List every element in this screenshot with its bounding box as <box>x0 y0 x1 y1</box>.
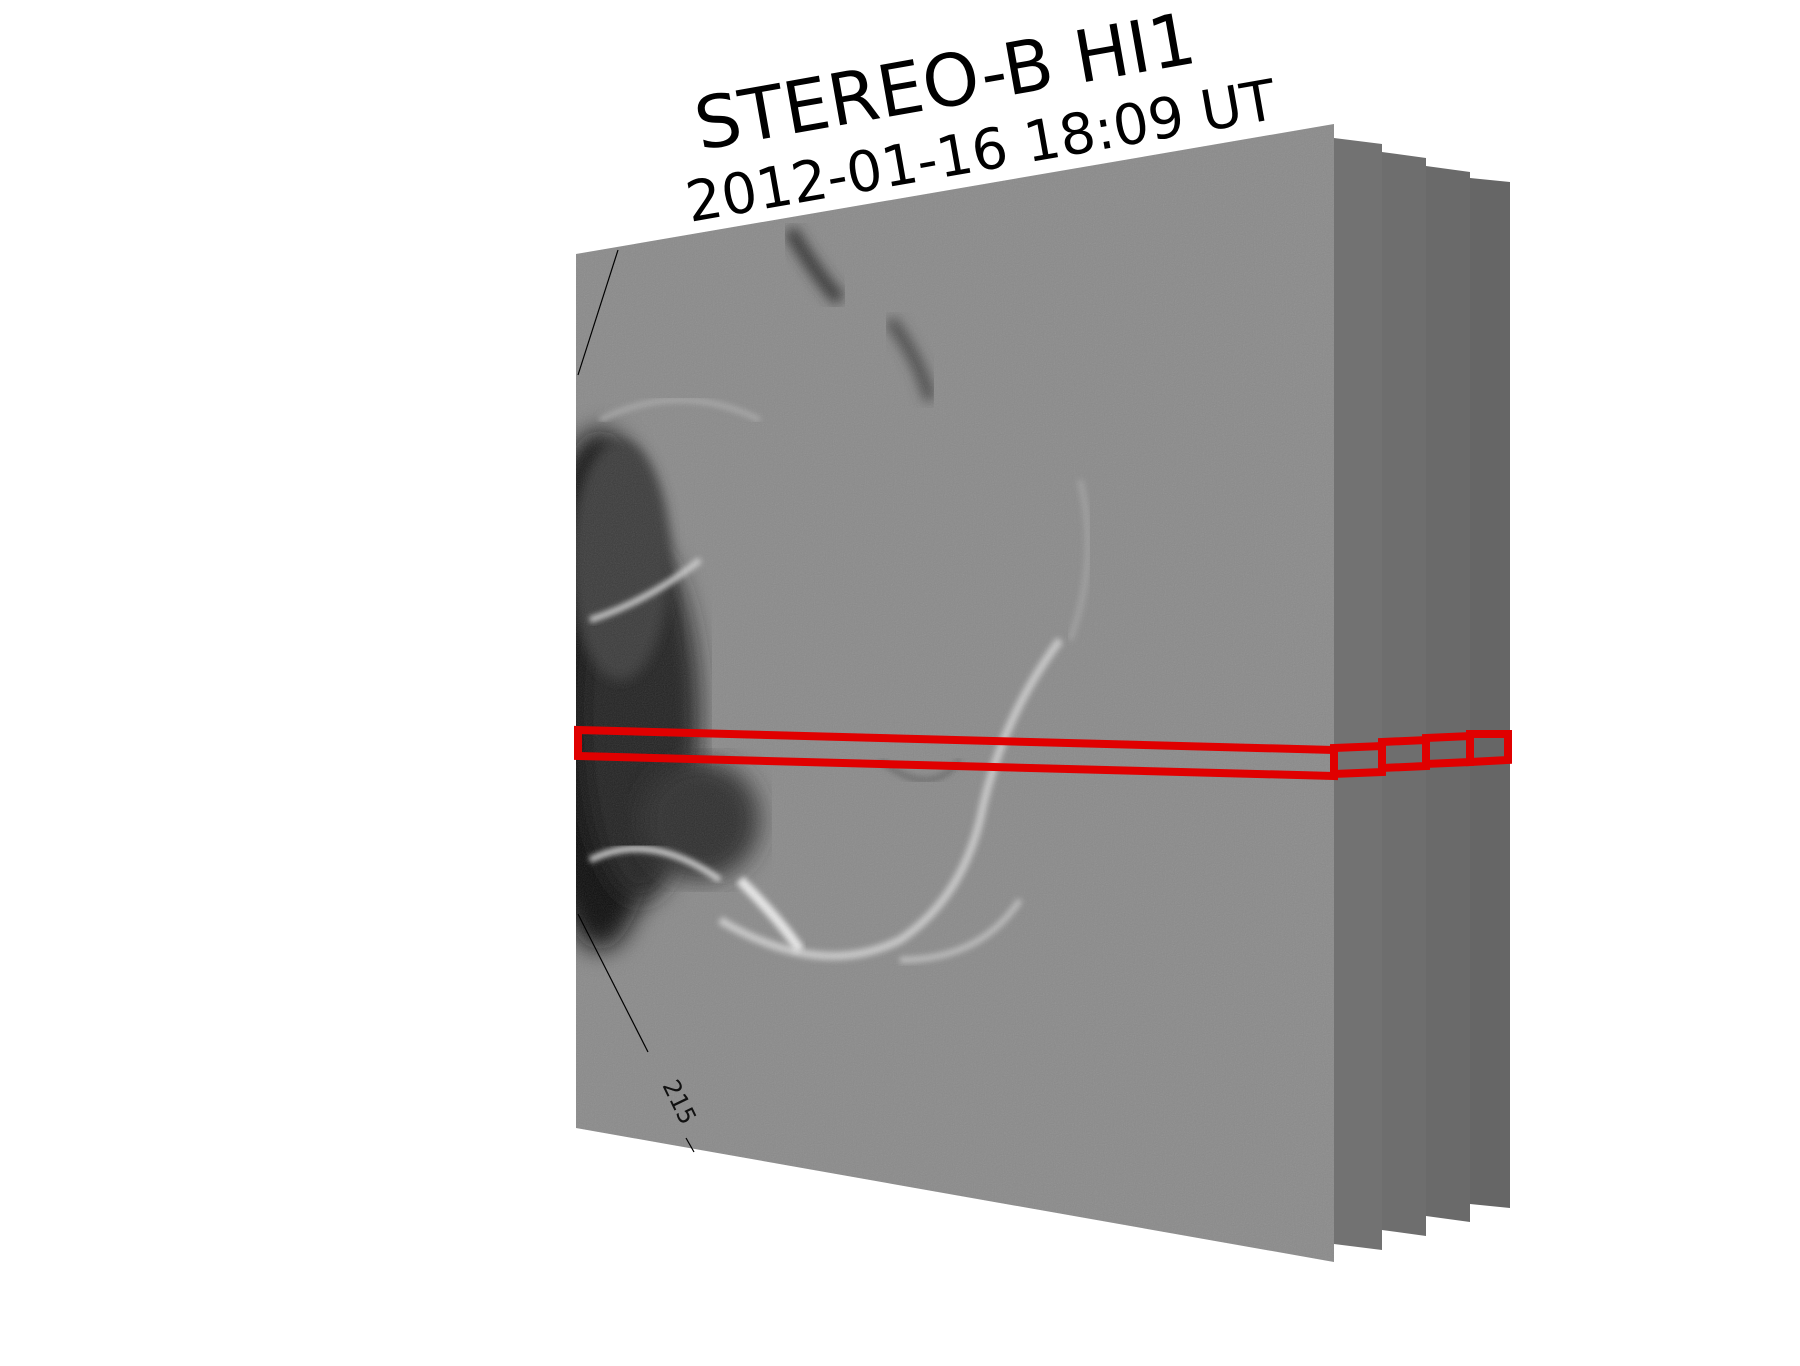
front-frame-image <box>576 124 1334 1262</box>
stack-frame-1 <box>1334 138 1382 1250</box>
slit-boxes <box>574 725 1512 781</box>
stack-frame-3 <box>1426 166 1470 1222</box>
stack-frame-2 <box>1382 152 1426 1236</box>
slit-box-4 <box>1466 730 1512 767</box>
stacked-frames <box>1334 138 1510 1250</box>
front-frame <box>576 124 1334 1262</box>
grid-line-upper <box>577 249 619 376</box>
grid-line-lower <box>577 913 649 1053</box>
grid-line-tick <box>685 1137 695 1153</box>
stack-frame-4 <box>1470 178 1510 1208</box>
